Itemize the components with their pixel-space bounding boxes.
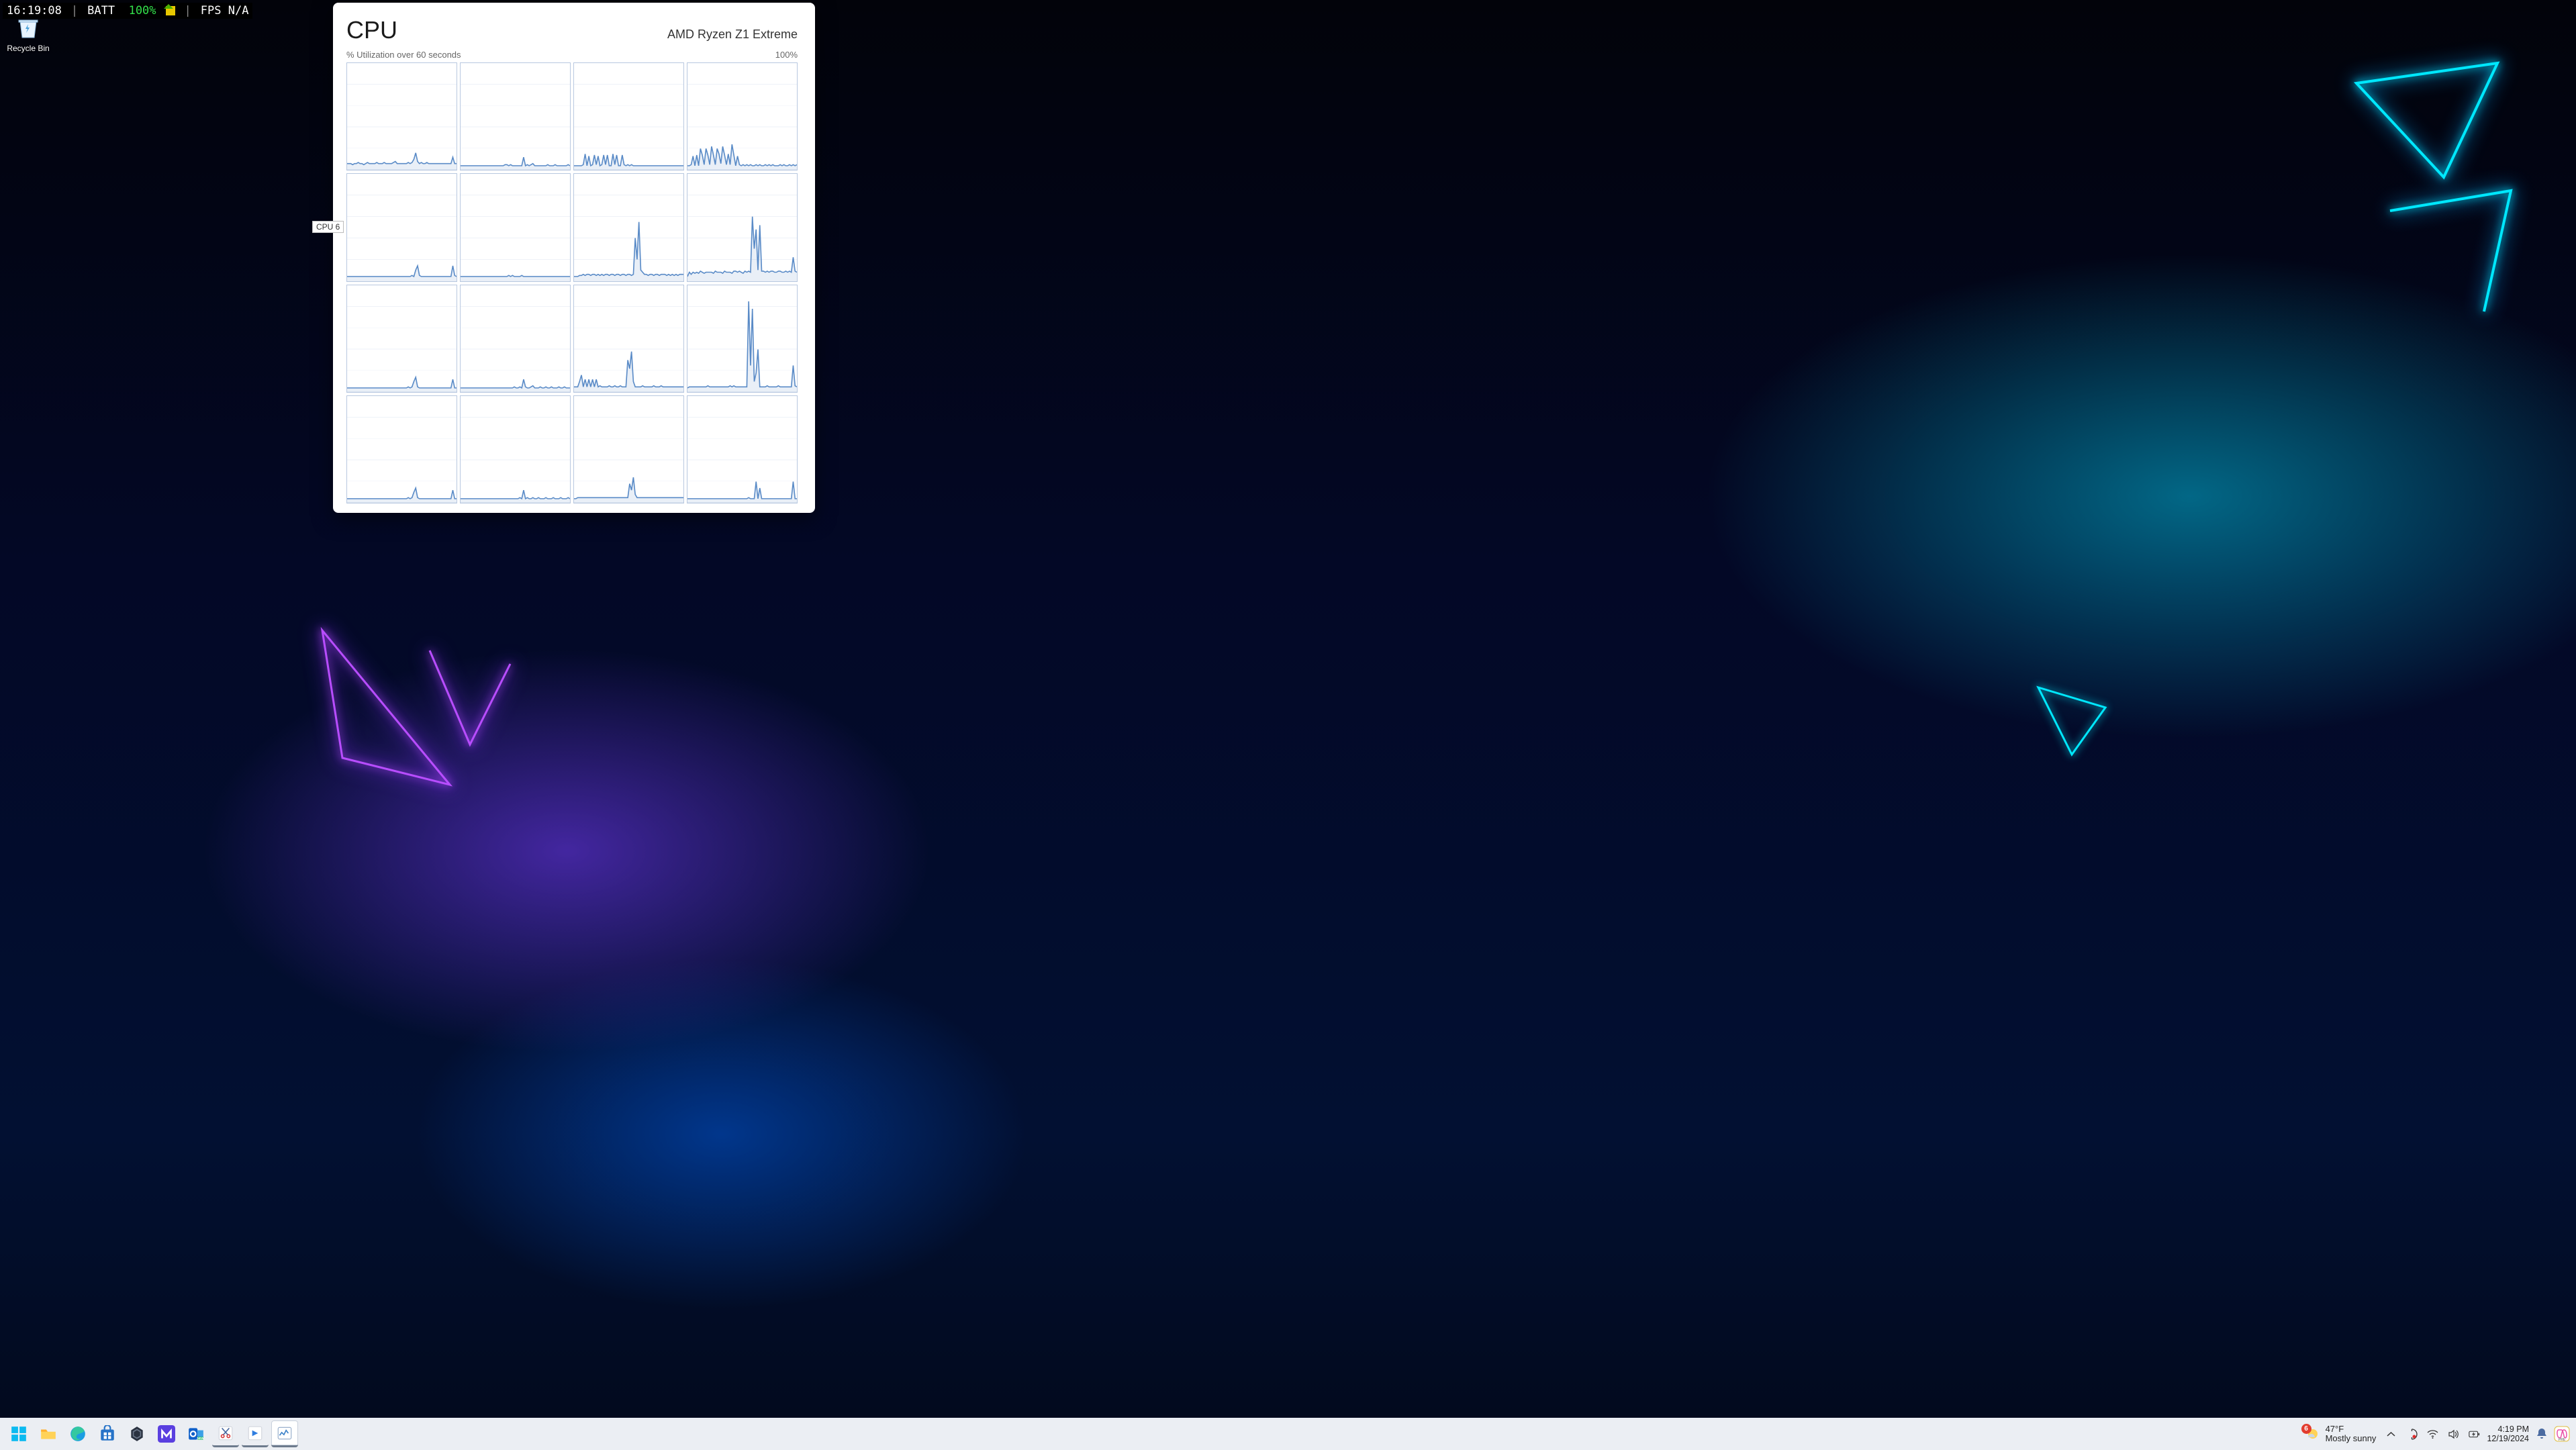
cpu-tooltip: CPU 6 [312,221,344,233]
recycle-bin-icon [15,13,42,40]
wifi-icon[interactable] [2427,1429,2438,1440]
cpu-core-7[interactable] [687,173,798,281]
taskbar-pinned-apps: NEW [5,1420,298,1447]
svg-text:PRE: PRE [2559,1438,2566,1442]
volume-icon[interactable] [2448,1429,2459,1440]
taskbar[interactable]: NEW 6 47°F Mostly sunny 4:19 PM 12/19/20… [0,1418,2576,1450]
start-button[interactable] [5,1420,32,1447]
taskbar-weather[interactable]: 6 47°F Mostly sunny [2304,1424,2377,1444]
clock-date: 12/19/2024 [2487,1434,2529,1443]
cpu-core-9[interactable] [460,285,571,393]
outlook-icon: NEW [187,1425,205,1443]
taskbar-store[interactable] [94,1420,121,1447]
tm-subtitle: % Utilization over 60 seconds [346,50,461,60]
taskbar-clock[interactable]: 4:19 PM 12/19/2024 [2487,1424,2529,1444]
taskbar-edge[interactable] [64,1420,91,1447]
clock-time: 4:19 PM [2487,1424,2529,1434]
cpu-core-0[interactable] [346,62,457,171]
battery-icon[interactable] [2469,1429,2480,1440]
cpu-core-15[interactable] [687,395,798,503]
cpu-core-4[interactable] [346,173,457,281]
taskmanager-icon [276,1424,293,1442]
cpu-core-13[interactable] [460,395,571,503]
edge-icon [69,1425,87,1443]
taskbar-bt-app[interactable] [242,1420,269,1447]
tm-cpu-name: AMD Ryzen Z1 Extreme [667,28,798,42]
cpu-core-2[interactable] [573,62,684,171]
osd-batt-value: 100% [129,4,156,17]
folder-icon [40,1425,57,1443]
svg-text:NEW: NEW [197,1437,204,1440]
taskmanager-window[interactable]: CPU AMD Ryzen Z1 Extreme % Utilization o… [333,3,815,513]
system-tray[interactable] [2385,1429,2480,1440]
taskbar-taskmanager[interactable] [271,1420,298,1447]
taskbar-m-app[interactable] [153,1420,180,1447]
cpu-core-14[interactable] [573,395,684,503]
hexagon-icon [128,1425,146,1443]
copilot-icon[interactable]: PRE [2553,1425,2571,1443]
weather-desc: Mostly sunny [2326,1434,2377,1443]
taskbar-explorer[interactable] [35,1420,62,1447]
store-icon [99,1425,116,1443]
scissors-icon [217,1424,234,1442]
weather-icon: 6 [2304,1425,2322,1443]
triangle-icon [246,1424,264,1442]
cpu-core-grid[interactable] [346,62,798,503]
charging-icon [166,6,175,15]
tm-title: CPU [346,16,397,44]
cpu-core-1[interactable] [460,62,571,171]
cpu-core-12[interactable] [346,395,457,503]
tm-ymax: 100% [775,50,798,60]
osd-fps-value: N/A [228,4,249,17]
recording-icon[interactable] [2406,1429,2418,1440]
osd-batt-label: BATT [87,4,115,17]
chevron-up-icon[interactable] [2385,1429,2397,1440]
taskbar-outlook[interactable]: NEW [183,1420,209,1447]
weather-temp: 47°F [2326,1424,2377,1434]
cpu-core-8[interactable] [346,285,457,393]
notifications-icon[interactable] [2536,1428,2548,1440]
recycle-bin-label: Recycle Bin [4,44,52,53]
cpu-core-5[interactable] [460,173,571,281]
cpu-core-11[interactable] [687,285,798,393]
taskbar-hex-app[interactable] [124,1420,150,1447]
weather-badge: 6 [2301,1424,2311,1434]
windows-icon [10,1425,28,1443]
taskbar-snipping-tool[interactable] [212,1420,239,1447]
m-icon [158,1425,175,1443]
recycle-bin[interactable]: Recycle Bin [4,13,52,53]
cpu-core-10[interactable] [573,285,684,393]
cpu-core-6[interactable] [573,173,684,281]
cpu-core-3[interactable] [687,62,798,171]
osd-fps-label: FPS [201,4,222,17]
